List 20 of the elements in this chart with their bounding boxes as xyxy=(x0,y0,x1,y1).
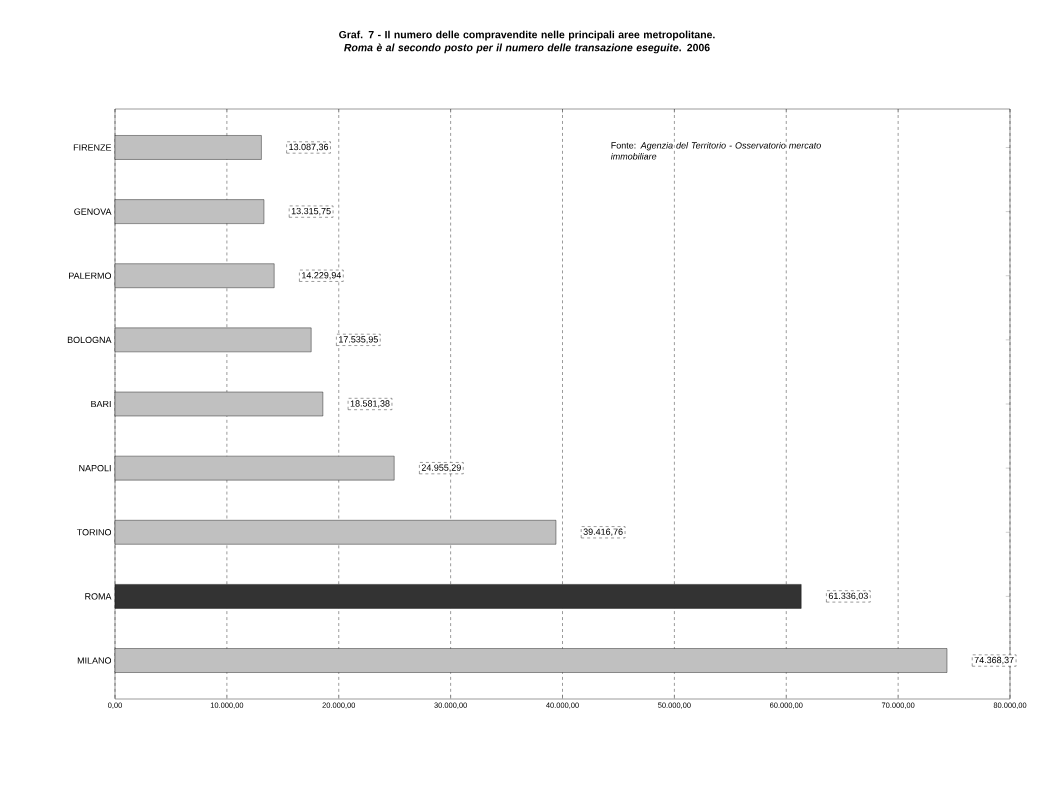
data-label: 74.368,37 xyxy=(974,656,1014,665)
data-label: 13.315,75 xyxy=(291,207,331,216)
data-label: 24.955,29 xyxy=(421,464,461,472)
y-tick-label: BOLOGNA xyxy=(67,336,112,344)
data-label: 13.087,36 xyxy=(289,143,329,152)
y-tick-label: BARI xyxy=(91,400,111,408)
annotation: Fonte: Agenzia del Territorio - Osservatorio mercato immobiliare xyxy=(610,142,821,160)
y-tick-label: TORINO xyxy=(76,529,112,536)
y-tick-label: FIRENZE xyxy=(73,144,112,151)
y-tick-label: GENOVA xyxy=(74,208,112,215)
data-label: 14.229,94 xyxy=(302,272,342,280)
data-label: 39.416,76 xyxy=(583,528,623,536)
data-label: 18.581,38 xyxy=(350,400,390,408)
data-label: 61.336,03 xyxy=(828,592,868,601)
y-tick-label: ROMA xyxy=(85,593,112,600)
y-tick-label: NAPOLI xyxy=(79,464,111,472)
y-tick-label: MILANO xyxy=(77,657,112,664)
y-tick-label: PALERMO xyxy=(69,272,112,279)
data-label: 17.535,95 xyxy=(339,336,378,344)
chart-title: Graf. 7 - Il numero delle compravendite nelle principali aree metropolitane. Roma è al secondo posto per il numero delle transazione eseguite. 2006 xyxy=(339,30,715,54)
